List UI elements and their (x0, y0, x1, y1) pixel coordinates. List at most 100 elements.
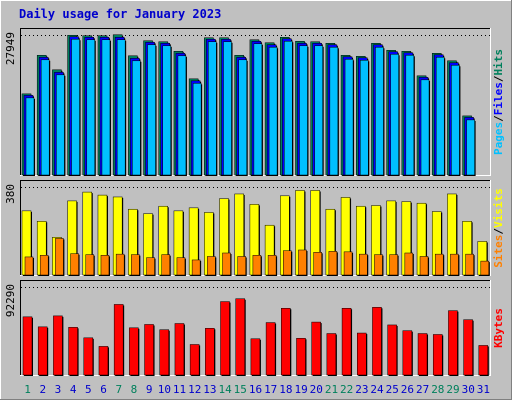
bar-sites-day-11 (176, 257, 186, 276)
bar-pages-day-10 (162, 45, 171, 176)
bar-sites-day-17 (267, 255, 277, 276)
bar-kbytes-day-12 (189, 344, 200, 376)
x-tick-label-day-9: 9 (146, 383, 153, 396)
bar-kbytes-day-19 (296, 338, 306, 376)
y-max-label-top: 27949 (4, 32, 17, 65)
bar-kbytes-day-16 (250, 338, 261, 376)
bar-sites-day-14 (222, 252, 231, 276)
x-tick-label-day-11: 11 (173, 383, 186, 396)
x-tick-label-day-25: 25 (386, 383, 399, 396)
bar-sites-day-2 (39, 255, 49, 276)
x-tick-label-day-14: 14 (218, 383, 232, 396)
bar-kbytes-day-13 (205, 328, 215, 376)
bar-kbytes-day-7 (113, 304, 124, 376)
bar-sites-day-23 (359, 253, 368, 276)
x-tick-label-day-8: 8 (131, 383, 138, 396)
bar-kbytes-day-23 (357, 332, 367, 376)
bar-kbytes-day-5 (83, 337, 94, 376)
bar-sites-day-16 (252, 255, 262, 276)
bar-sites-day-28 (434, 253, 444, 276)
bar-kbytes-day-20 (311, 321, 321, 376)
bar-pages-day-28 (435, 57, 445, 176)
bar-pages-day-29 (451, 65, 460, 176)
x-tick-label-day-17: 17 (264, 383, 277, 396)
bar-sites-day-21 (328, 251, 338, 276)
x-tick-label-day-24: 24 (370, 383, 384, 396)
bar-pages-day-8 (132, 60, 141, 176)
bar-kbytes-day-26 (402, 330, 413, 376)
bar-pages-day-17 (268, 47, 278, 176)
x-tick-label-day-30: 30 (462, 383, 475, 396)
bar-kbytes-day-18 (281, 308, 291, 376)
bar-sites-day-13 (207, 256, 216, 276)
bar-kbytes-day-17 (265, 322, 276, 376)
bar-pages-day-7 (116, 39, 126, 176)
bar-kbytes-day-30 (463, 319, 473, 376)
bar-sites-day-26 (404, 252, 414, 276)
bar-pages-day-11 (177, 55, 187, 176)
x-tick-label-day-12: 12 (188, 383, 201, 396)
bar-sites-day-29 (450, 253, 459, 276)
bar-sites-day-20 (313, 252, 322, 276)
bar-pages-day-30 (466, 119, 475, 176)
bar-kbytes-day-9 (144, 324, 154, 376)
bar-sites-day-30 (465, 253, 474, 276)
x-tick-label-day-5: 5 (85, 383, 92, 396)
legend-label-visits-sites-part-0: Sites (492, 235, 505, 268)
x-tick-label-day-18: 18 (279, 383, 292, 396)
x-tick-label-day-6: 6 (100, 383, 107, 396)
y-max-label-bottom: 92290 (4, 284, 17, 317)
bar-sites-day-22 (343, 251, 353, 276)
bar-kbytes-day-3 (53, 315, 63, 376)
bar-sites-day-7 (115, 253, 125, 276)
bar-kbytes-day-8 (129, 327, 139, 376)
x-tick-label-day-31: 31 (477, 383, 490, 396)
x-tick-label-day-26: 26 (401, 383, 414, 396)
bar-kbytes-day-14 (220, 301, 230, 376)
bar-pages-day-20 (314, 45, 323, 176)
bar-kbytes-day-10 (159, 329, 169, 376)
legend-label-visits-sites-part-1: / (492, 228, 505, 235)
x-tick-label-day-1: 1 (24, 383, 31, 396)
x-tick-label-day-29: 29 (446, 383, 459, 396)
bar-sites-day-24 (374, 254, 383, 276)
bar-kbytes-day-29 (448, 310, 458, 376)
bar-sites-day-3 (55, 238, 64, 276)
bar-pages-day-27 (420, 79, 430, 176)
legend-label-hits-files-pages-part-3: / (492, 75, 505, 82)
bar-pages-day-22 (344, 59, 354, 176)
bar-kbytes-day-2 (37, 326, 48, 376)
bar-sites-day-9 (146, 257, 155, 276)
bar-sites-day-5 (85, 254, 95, 276)
bar-sites-day-15 (237, 256, 246, 276)
x-tick-label-day-10: 10 (158, 383, 171, 396)
bar-pages-day-24 (375, 47, 384, 176)
x-tick-label-day-15: 15 (234, 383, 247, 396)
bar-pages-day-5 (86, 39, 96, 176)
bar-pages-day-13 (208, 41, 217, 176)
x-tick-label-day-27: 27 (416, 383, 429, 396)
bar-pages-day-15 (238, 59, 247, 176)
x-tick-label-day-22: 22 (340, 383, 353, 396)
legend-label-hits-files-pages-part-0: Pages (492, 122, 505, 155)
y-max-label-middle: 380 (4, 184, 17, 204)
x-tick-label-day-4: 4 (70, 383, 77, 396)
bar-sites-day-4 (70, 253, 79, 276)
bar-kbytes-day-28 (432, 334, 443, 376)
x-tick-label-day-16: 16 (249, 383, 262, 396)
bar-pages-day-9 (147, 44, 156, 176)
bar-pages-day-18 (284, 41, 293, 176)
x-tick-label-day-23: 23 (355, 383, 368, 396)
legend-label-kbytes-part-0: KBytes (492, 308, 505, 348)
bar-kbytes-day-15 (235, 298, 245, 376)
bar-kbytes-day-25 (387, 324, 397, 376)
bar-pages-day-4 (71, 39, 80, 176)
bar-pages-day-19 (299, 45, 308, 176)
bar-kbytes-day-22 (341, 308, 352, 376)
bar-sites-day-12 (191, 259, 201, 276)
legend-label-kbytes: KBytes (492, 308, 505, 348)
x-tick-label-day-2: 2 (39, 383, 46, 396)
bar-pages-day-12 (192, 83, 202, 176)
